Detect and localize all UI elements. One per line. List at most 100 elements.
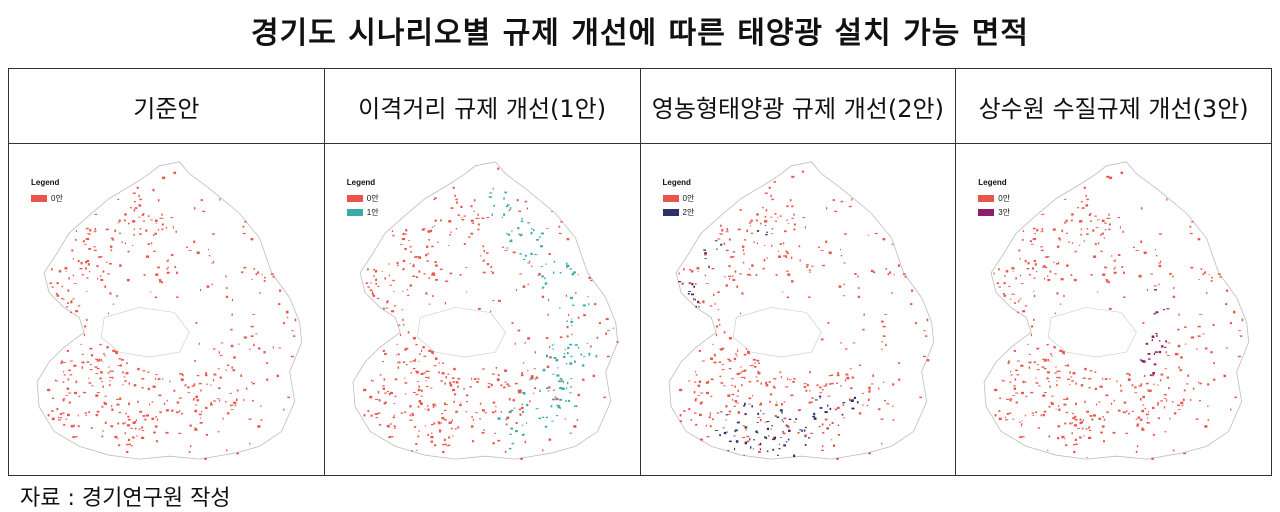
area-patch: [777, 448, 781, 450]
area-patch: [470, 232, 473, 235]
area-patch: [811, 416, 815, 418]
area-patch: [1003, 293, 1006, 295]
area-patch: [780, 411, 783, 414]
area-patch: [1197, 325, 1202, 328]
area-patch: [149, 403, 151, 406]
area-patch: [1160, 373, 1164, 376]
area-patch: [709, 395, 712, 398]
area-patch: [425, 292, 428, 295]
area-patch: [559, 272, 562, 274]
area-patch: [1111, 402, 1113, 405]
area-patch: [123, 376, 126, 378]
area-patch: [692, 297, 694, 301]
area-patch: [396, 343, 398, 345]
area-patch: [801, 216, 805, 219]
area-patch: [807, 296, 811, 298]
area-patch: [551, 373, 555, 375]
area-patch: [1053, 346, 1056, 349]
area-patch: [554, 396, 556, 398]
area-patch: [409, 405, 412, 408]
area-patch: [1063, 295, 1066, 297]
area-patch: [189, 424, 192, 427]
area-patch: [853, 272, 857, 275]
area-patch: [764, 381, 767, 385]
area-patch: [51, 410, 54, 412]
area-patch: [897, 362, 900, 365]
area-patch: [68, 277, 70, 280]
area-patch: [532, 392, 534, 394]
area-patch: [132, 192, 136, 194]
area-patch: [100, 358, 103, 362]
area-patch: [66, 302, 70, 304]
area-patch: [765, 384, 768, 387]
area-patch: [739, 273, 742, 275]
area-patch: [460, 217, 463, 219]
area-patch: [1071, 219, 1074, 222]
area-patch: [1094, 371, 1097, 374]
area-patch: [455, 201, 458, 204]
area-patch: [51, 417, 55, 421]
area-patch: [465, 394, 469, 397]
area-patch: [244, 221, 247, 223]
area-patch: [432, 403, 436, 406]
area-patch: [430, 435, 434, 439]
area-patch: [407, 294, 410, 297]
area-patch: [98, 358, 101, 362]
area-patch: [399, 333, 401, 337]
area-patch: [699, 438, 703, 441]
area-patch: [1021, 424, 1023, 427]
area-patch: [853, 396, 856, 399]
area-patch: [195, 395, 198, 399]
area-patch: [770, 244, 772, 247]
area-patch: [187, 392, 191, 394]
area-patch: [740, 292, 743, 295]
area-patch: [1048, 381, 1050, 383]
area-patch: [204, 374, 208, 377]
area-patch: [139, 228, 142, 230]
area-patch: [752, 358, 756, 361]
area-patch: [770, 428, 772, 430]
area-patch: [804, 389, 807, 392]
area-patch: [483, 259, 485, 262]
area-patch: [96, 410, 100, 413]
area-patch: [1199, 399, 1202, 402]
area-patch: [155, 374, 158, 376]
area-patch: [755, 213, 759, 216]
area-patch: [430, 273, 434, 276]
area-patch: [390, 436, 394, 438]
area-patch: [253, 268, 256, 270]
area-patch: [454, 428, 457, 430]
area-patch: [450, 207, 454, 209]
area-patch: [577, 274, 579, 276]
area-patch: [86, 237, 90, 241]
area-patch: [758, 403, 762, 406]
area-patch: [126, 450, 129, 454]
area-patch: [553, 260, 555, 263]
area-patch: [698, 302, 701, 304]
area-patch: [1153, 433, 1156, 436]
area-patch: [382, 387, 385, 390]
area-patch: [278, 289, 282, 292]
area-patch: [825, 427, 829, 430]
area-patch: [993, 272, 995, 275]
area-patch: [96, 265, 99, 268]
area-patch: [1164, 394, 1168, 396]
area-patch: [447, 220, 452, 223]
area-patch: [133, 201, 136, 203]
area-patch: [711, 267, 714, 270]
area-patch: [569, 363, 572, 364]
area-patch: [496, 167, 499, 170]
area-patch: [721, 369, 725, 371]
area-patch: [902, 273, 906, 275]
area-patch: [545, 416, 548, 419]
area-patch: [743, 239, 746, 241]
area-patch: [202, 210, 206, 213]
area-patch: [1116, 380, 1118, 383]
area-patch: [452, 186, 455, 189]
area-patch: [117, 422, 120, 425]
area-patch: [1142, 404, 1145, 406]
area-patch: [596, 336, 599, 339]
area-patch: [781, 291, 783, 293]
area-patch: [857, 287, 860, 289]
area-patch: [1019, 436, 1023, 439]
